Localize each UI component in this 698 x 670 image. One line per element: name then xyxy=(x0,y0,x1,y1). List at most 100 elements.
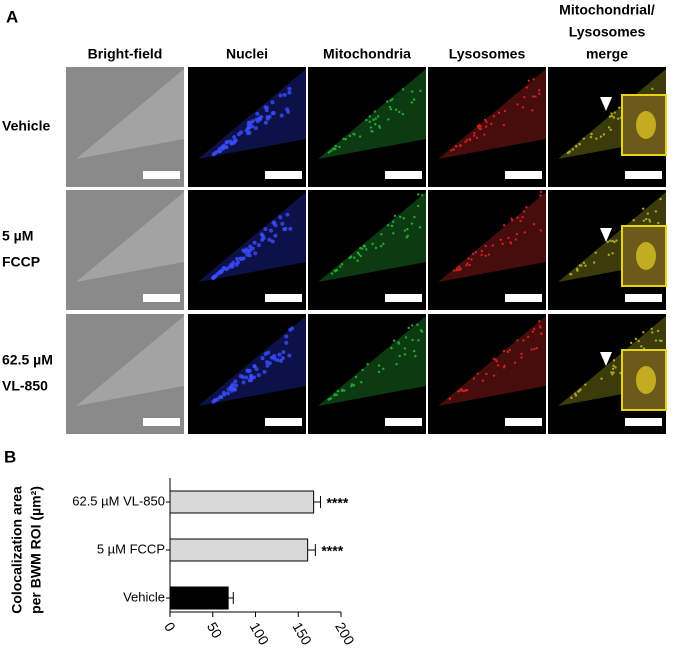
signal xyxy=(478,123,481,127)
signal xyxy=(612,359,616,362)
signal xyxy=(416,323,419,326)
scale-bar xyxy=(385,294,422,302)
nucleus xyxy=(248,244,253,249)
signal xyxy=(465,264,468,267)
nucleus xyxy=(235,256,240,261)
signal xyxy=(478,127,481,130)
signal xyxy=(651,331,654,334)
scale-bar xyxy=(625,171,662,179)
signal xyxy=(645,217,648,221)
signal xyxy=(538,92,541,95)
scale-bar xyxy=(265,294,302,302)
signal xyxy=(333,394,336,397)
nucleus xyxy=(230,382,235,387)
signal xyxy=(468,263,471,267)
signal xyxy=(612,371,615,374)
signal xyxy=(335,393,338,397)
worm xyxy=(76,69,184,159)
signal xyxy=(356,251,360,255)
signal xyxy=(651,87,654,91)
row-label: 5 µM xyxy=(2,228,33,244)
signal xyxy=(530,348,533,351)
signal xyxy=(327,398,330,401)
signal xyxy=(520,356,523,359)
signal xyxy=(467,257,470,260)
nucleus xyxy=(229,388,234,393)
nucleus xyxy=(252,364,257,369)
signal xyxy=(417,339,420,342)
signal xyxy=(473,131,476,135)
signal xyxy=(590,132,593,136)
signal xyxy=(417,193,420,196)
signal xyxy=(606,240,610,244)
nucleus xyxy=(270,239,275,244)
nucleus xyxy=(221,266,226,271)
worm xyxy=(438,69,546,159)
signal xyxy=(412,98,416,101)
signal xyxy=(523,96,526,99)
signal xyxy=(386,224,390,227)
inset-signal xyxy=(636,111,656,139)
nucleus xyxy=(281,349,286,354)
nucleus xyxy=(264,108,269,113)
nucleus xyxy=(219,395,224,400)
signal xyxy=(348,134,352,138)
inset-signal xyxy=(636,242,656,270)
significance: **** xyxy=(321,543,343,559)
signal xyxy=(374,122,377,126)
signal xyxy=(465,389,469,392)
signal xyxy=(610,114,614,118)
nucleus xyxy=(245,252,250,257)
nucleus xyxy=(256,373,261,378)
signal xyxy=(397,341,400,344)
signal xyxy=(392,232,395,235)
signal xyxy=(513,361,517,364)
signal xyxy=(465,138,469,142)
signal xyxy=(578,142,581,146)
signal xyxy=(650,327,653,330)
nucleus xyxy=(250,124,255,129)
signal xyxy=(582,261,586,265)
signal xyxy=(538,320,541,323)
nucleus xyxy=(252,240,257,245)
signal xyxy=(659,197,662,201)
signal xyxy=(637,339,640,343)
signal xyxy=(388,105,392,109)
signal xyxy=(632,219,635,222)
signal xyxy=(352,132,355,136)
signal xyxy=(522,339,525,342)
y-tick-label: Vehicle xyxy=(123,589,165,604)
signal xyxy=(376,115,380,118)
row-label: FCCP xyxy=(2,254,40,270)
signal xyxy=(390,346,393,350)
y-axis-label: per BWM ROI (µm²) xyxy=(28,486,44,614)
signal xyxy=(350,385,353,388)
signal xyxy=(497,111,501,115)
nucleus xyxy=(272,356,277,361)
signal xyxy=(395,362,398,366)
signal xyxy=(533,348,536,351)
x-tick-label: 150 xyxy=(289,619,315,647)
signal xyxy=(359,246,362,250)
signal xyxy=(599,135,603,138)
signal xyxy=(480,249,484,253)
signal xyxy=(338,145,341,149)
signal xyxy=(575,267,579,271)
signal xyxy=(525,86,529,89)
signal xyxy=(377,364,381,367)
signal xyxy=(473,134,476,137)
signal xyxy=(361,247,364,250)
signal xyxy=(369,126,373,129)
signal xyxy=(334,144,338,148)
signal xyxy=(470,258,473,261)
nucleus xyxy=(259,232,264,237)
signal xyxy=(483,133,486,136)
signal xyxy=(398,354,401,358)
signal xyxy=(492,374,496,377)
nucleus xyxy=(247,378,252,383)
signal xyxy=(411,338,414,342)
signal xyxy=(616,117,620,120)
signal xyxy=(499,238,502,241)
signal xyxy=(331,148,335,151)
nucleus xyxy=(263,352,268,357)
